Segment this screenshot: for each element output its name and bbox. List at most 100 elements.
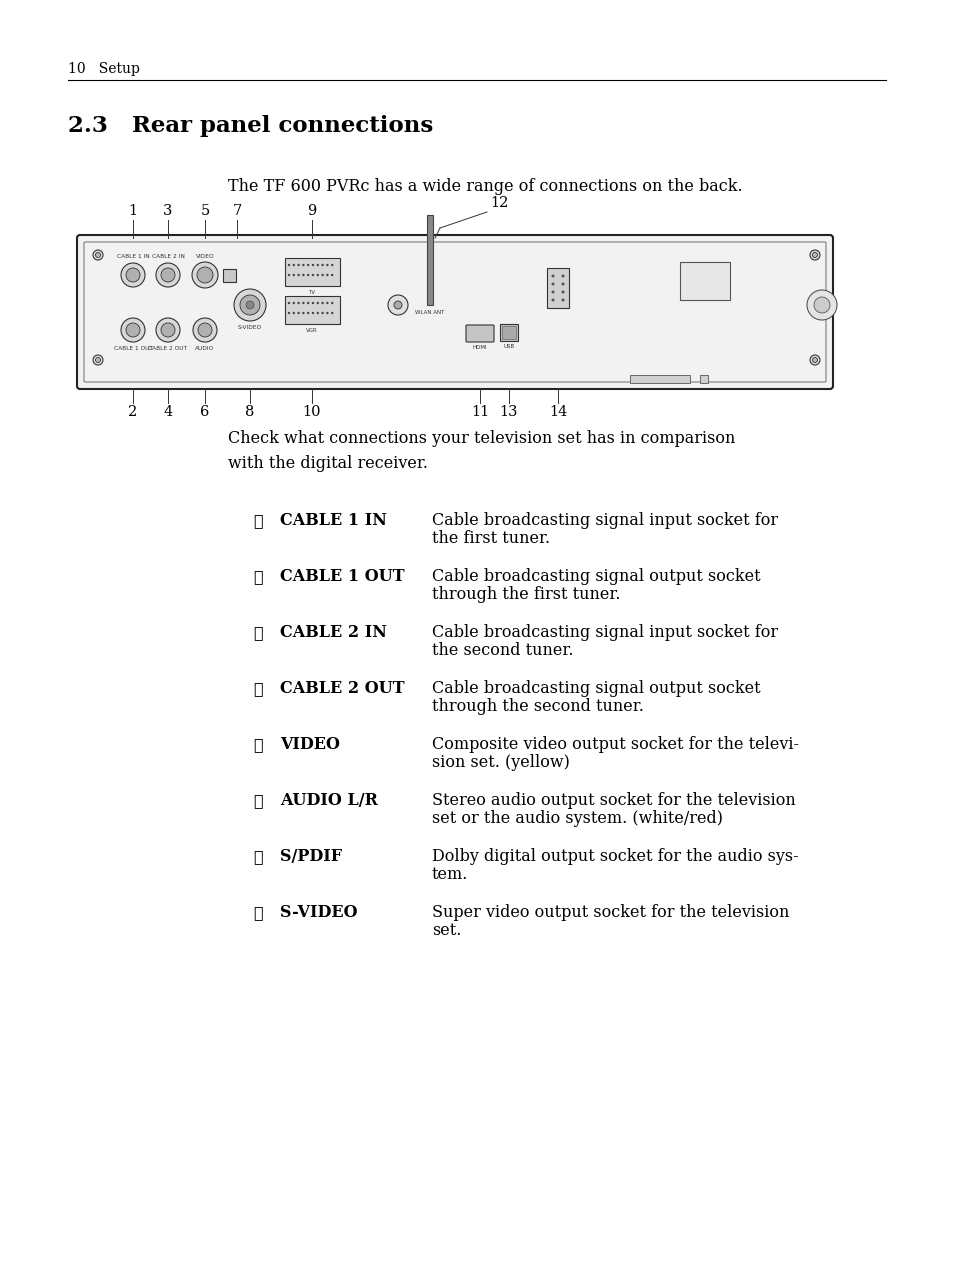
Circle shape bbox=[312, 301, 314, 304]
Circle shape bbox=[288, 312, 290, 314]
Text: CABLE 1 OUT: CABLE 1 OUT bbox=[113, 346, 152, 351]
Text: ⑤: ⑤ bbox=[253, 736, 262, 753]
Circle shape bbox=[297, 263, 299, 266]
Text: Cable broadcasting signal input socket for: Cable broadcasting signal input socket f… bbox=[432, 513, 778, 529]
Text: VGR: VGR bbox=[306, 328, 317, 333]
Bar bbox=[427, 215, 433, 305]
FancyBboxPatch shape bbox=[77, 235, 832, 389]
Bar bbox=[679, 262, 729, 300]
Text: 9: 9 bbox=[307, 204, 316, 218]
Text: AUDIO: AUDIO bbox=[195, 346, 214, 351]
Text: 4: 4 bbox=[163, 404, 172, 418]
Text: Super video output socket for the television: Super video output socket for the televi… bbox=[432, 904, 788, 921]
Text: CABLE 2 IN: CABLE 2 IN bbox=[280, 625, 387, 641]
Text: 11: 11 bbox=[471, 404, 489, 418]
Circle shape bbox=[326, 273, 328, 276]
Circle shape bbox=[806, 290, 836, 321]
Circle shape bbox=[293, 263, 294, 266]
Circle shape bbox=[240, 295, 260, 315]
Circle shape bbox=[246, 301, 253, 309]
Bar bbox=[546, 268, 568, 308]
Circle shape bbox=[156, 263, 180, 287]
Bar bbox=[223, 268, 235, 282]
Circle shape bbox=[394, 301, 401, 309]
Text: VIDEO: VIDEO bbox=[280, 736, 339, 753]
Circle shape bbox=[196, 267, 213, 282]
Circle shape bbox=[307, 273, 309, 276]
Circle shape bbox=[326, 312, 328, 314]
Circle shape bbox=[812, 357, 817, 363]
Text: CABLE 2 IN: CABLE 2 IN bbox=[152, 254, 184, 259]
Text: 13: 13 bbox=[499, 404, 517, 418]
Text: the first tuner.: the first tuner. bbox=[432, 530, 550, 547]
Text: 7: 7 bbox=[233, 204, 241, 218]
Text: The TF 600 PVRc has a wide range of connections on the back.: The TF 600 PVRc has a wide range of conn… bbox=[228, 178, 741, 195]
Circle shape bbox=[321, 263, 323, 266]
Text: the second tuner.: the second tuner. bbox=[432, 642, 573, 659]
Text: Cable broadcasting signal output socket: Cable broadcasting signal output socket bbox=[432, 681, 760, 697]
Text: CABLE 1 IN: CABLE 1 IN bbox=[116, 254, 150, 259]
Circle shape bbox=[302, 273, 304, 276]
Circle shape bbox=[316, 312, 318, 314]
Text: VIDEO: VIDEO bbox=[195, 254, 214, 259]
Circle shape bbox=[95, 253, 100, 257]
Text: S-VIDEO: S-VIDEO bbox=[237, 326, 262, 329]
Circle shape bbox=[331, 263, 333, 266]
Circle shape bbox=[312, 312, 314, 314]
Text: 2.3   Rear panel connections: 2.3 Rear panel connections bbox=[68, 114, 433, 137]
Text: USB: USB bbox=[503, 343, 514, 349]
Circle shape bbox=[331, 312, 333, 314]
Circle shape bbox=[156, 318, 180, 342]
Bar bbox=[700, 375, 707, 383]
Circle shape bbox=[126, 268, 140, 282]
Circle shape bbox=[121, 263, 145, 287]
Text: 2: 2 bbox=[129, 404, 137, 418]
Text: CABLE 2 OUT: CABLE 2 OUT bbox=[149, 346, 188, 351]
Text: HDMI: HDMI bbox=[472, 345, 487, 350]
Text: S/PDIF: S/PDIF bbox=[280, 848, 342, 865]
Text: ①: ① bbox=[253, 513, 262, 529]
Circle shape bbox=[812, 253, 817, 257]
Text: ⑧: ⑧ bbox=[253, 904, 262, 921]
Text: ③: ③ bbox=[253, 625, 262, 641]
Text: TV: TV bbox=[308, 290, 315, 295]
Circle shape bbox=[161, 268, 174, 282]
Text: 12: 12 bbox=[490, 196, 508, 210]
Circle shape bbox=[312, 273, 314, 276]
Circle shape bbox=[302, 312, 304, 314]
Circle shape bbox=[92, 251, 103, 259]
Circle shape bbox=[307, 312, 309, 314]
Text: Composite video output socket for the televi-: Composite video output socket for the te… bbox=[432, 736, 799, 753]
Circle shape bbox=[307, 301, 309, 304]
Text: sion set. (yellow): sion set. (yellow) bbox=[432, 754, 569, 771]
Circle shape bbox=[288, 301, 290, 304]
Circle shape bbox=[813, 296, 829, 313]
Circle shape bbox=[561, 290, 564, 294]
Circle shape bbox=[561, 282, 564, 285]
Text: tem.: tem. bbox=[432, 866, 468, 883]
Text: 3: 3 bbox=[163, 204, 172, 218]
Circle shape bbox=[312, 263, 314, 266]
Circle shape bbox=[233, 289, 266, 321]
Text: 6: 6 bbox=[200, 404, 210, 418]
Text: through the second tuner.: through the second tuner. bbox=[432, 698, 643, 715]
Text: 1: 1 bbox=[129, 204, 137, 218]
Text: CABLE 1 IN: CABLE 1 IN bbox=[280, 513, 387, 529]
Circle shape bbox=[809, 251, 820, 259]
Bar bbox=[285, 296, 339, 324]
Text: 10   Setup: 10 Setup bbox=[68, 62, 140, 76]
Circle shape bbox=[95, 357, 100, 363]
Bar bbox=[501, 326, 516, 340]
Text: AUDIO L/R: AUDIO L/R bbox=[280, 792, 377, 809]
Circle shape bbox=[297, 273, 299, 276]
Circle shape bbox=[551, 275, 554, 277]
Circle shape bbox=[331, 273, 333, 276]
Circle shape bbox=[302, 263, 304, 266]
Circle shape bbox=[551, 282, 554, 285]
Circle shape bbox=[302, 301, 304, 304]
FancyBboxPatch shape bbox=[465, 326, 494, 342]
Text: ⑦: ⑦ bbox=[253, 848, 262, 865]
Text: through the first tuner.: through the first tuner. bbox=[432, 586, 619, 603]
Circle shape bbox=[293, 301, 294, 304]
Circle shape bbox=[297, 301, 299, 304]
